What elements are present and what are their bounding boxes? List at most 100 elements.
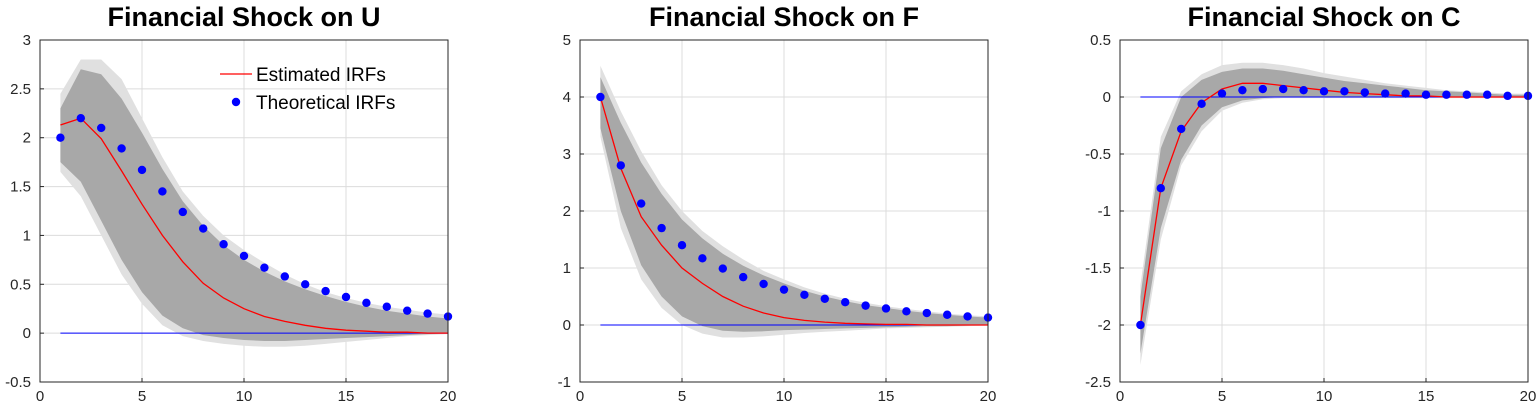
y-tick-label: 0.5	[10, 276, 31, 293]
theoretical-irf-point	[280, 272, 289, 281]
x-tick-label: 20	[440, 388, 457, 405]
theoretical-irf-point	[76, 113, 86, 123]
inner-confidence-band	[600, 77, 988, 332]
theoretical-irf-point	[1177, 124, 1186, 134]
theoretical-irf-point	[199, 224, 208, 233]
y-tick-label: 5	[563, 32, 571, 49]
theoretical-irf-point	[1483, 90, 1492, 99]
y-tick-label: -0.5	[5, 374, 31, 391]
theoretical-irf-point	[841, 298, 850, 307]
theoretical-irf-point	[779, 285, 789, 294]
theoretical-irf-point	[56, 133, 65, 142]
theoretical-irf-point	[117, 144, 126, 153]
y-tick-label: 1	[23, 227, 31, 244]
y-tick-label: 2	[563, 203, 571, 220]
y-tick-label: -2.5	[1085, 374, 1111, 391]
theoretical-irf-point	[321, 286, 330, 296]
legend-label-theoretical: Theoretical IRFs	[256, 93, 395, 114]
theoretical-irf-point	[239, 251, 249, 261]
legend: Estimated IRFs Theoretical IRFs	[220, 65, 395, 114]
theoretical-irf-point	[1217, 89, 1227, 98]
y-tick-label: 0	[23, 325, 31, 342]
y-tick-label: -2	[1098, 317, 1111, 334]
y-tick-label: 0	[1103, 89, 1111, 106]
x-tick-label: 15	[878, 388, 895, 405]
y-tick-label: 1.5	[10, 179, 31, 196]
y-tick-label: 3	[563, 146, 571, 163]
y-tick-label: 4	[563, 89, 571, 106]
theoretical-irf-point	[362, 298, 371, 308]
theoretical-irf-point	[341, 292, 351, 302]
theoretical-irf-point	[1401, 89, 1410, 98]
theoretical-irf-point	[158, 187, 167, 196]
theoretical-irf-point	[1340, 87, 1349, 96]
theoretical-irf-point	[219, 240, 228, 249]
x-tick-label: 20	[980, 388, 997, 405]
theoretical-irf-point	[963, 312, 972, 321]
theoretical-irf-point	[922, 308, 931, 318]
y-tick-label: 1	[563, 260, 571, 277]
legend-label-estimated: Estimated IRFs	[256, 65, 386, 86]
theoretical-irf-point	[943, 310, 952, 319]
estimated-irf-line	[599, 96, 988, 326]
theoretical-irf-point	[739, 272, 748, 282]
x-tick-label: 5	[1218, 388, 1226, 405]
theoretical-irf-point	[1503, 91, 1512, 101]
estimated-irf-line	[60, 117, 448, 334]
x-tick-label: 5	[678, 388, 686, 405]
theoretical-irf-point	[759, 279, 768, 289]
chart-panel-2: 0 5 10 15 20 -1 0 1 2 3 4 5 Financial Shock on F	[558, 2, 997, 405]
y-tick-label: -1	[1098, 203, 1111, 220]
theoretical-irf-point	[800, 290, 809, 299]
x-tick-label: 20	[1520, 388, 1537, 405]
theoretical-irf-point	[1299, 85, 1308, 95]
theoretical-irf-point	[861, 301, 870, 310]
theoretical-irf-point	[1238, 85, 1247, 95]
theoretical-irf-point	[1197, 99, 1206, 109]
theoretical-irf-point	[301, 280, 310, 289]
theoretical-irf-point	[1421, 90, 1431, 99]
x-tick-label: 10	[1316, 388, 1333, 405]
theoretical-irf-point	[178, 207, 187, 217]
theoretical-irf-point	[1319, 87, 1329, 96]
y-tick-label: -1.5	[1085, 260, 1111, 277]
theoretical-irf-point	[657, 223, 666, 233]
x-tick-label: 0	[1116, 388, 1124, 405]
theoretical-irf-point	[1462, 90, 1472, 99]
theoretical-irf-point	[881, 304, 891, 313]
chart-title: Financial Shock on C	[1187, 2, 1460, 32]
x-tick-label: 0	[36, 388, 44, 405]
theoretical-irf-point	[1258, 84, 1268, 94]
x-tick-label: 10	[236, 388, 253, 405]
theoretical-irf-point	[403, 306, 412, 315]
theoretical-irf-point	[677, 241, 687, 250]
y-tick-label: -0.5	[1085, 146, 1111, 163]
x-tick-label: 5	[138, 388, 146, 405]
theoretical-irf-point	[718, 264, 727, 273]
legend-dot-swatch	[231, 97, 241, 107]
theoretical-irf-point	[137, 165, 147, 175]
x-tick-label: 15	[338, 388, 355, 405]
y-tick-label: 3	[23, 32, 31, 49]
y-tick-label: 2	[23, 130, 31, 147]
theoretical-irf-point	[902, 307, 911, 316]
inner-confidence-band	[60, 69, 449, 342]
theoretical-irf-point	[596, 92, 605, 102]
y-tick-label: 0	[563, 317, 571, 334]
x-tick-label: 0	[576, 388, 584, 405]
theoretical-irf-point	[616, 161, 625, 170]
chart-title: Financial Shock on F	[649, 2, 919, 32]
chart-title: Financial Shock on U	[107, 2, 380, 32]
theoretical-irf-point	[1136, 320, 1145, 330]
theoretical-irf-point	[382, 302, 391, 311]
theoretical-irf-point	[1156, 184, 1166, 193]
theoretical-irf-point	[1442, 90, 1451, 99]
theoretical-irf-point	[820, 294, 829, 303]
theoretical-irf-point	[1381, 89, 1390, 98]
x-tick-label: 10	[776, 388, 793, 405]
theoretical-irf-point	[260, 263, 269, 272]
chart-panel-1: 0 5 10 15 20 -0.5 0 0.5 1 1.5 2 2.5 3 Financial Shock…	[5, 2, 456, 405]
chart-panel-3: 0 5 10 15 20 -2.5 -2 -1.5 -1 -0.5 0 0.5 Financial Sh…	[1085, 2, 1536, 405]
y-tick-label: 2.5	[10, 81, 31, 98]
